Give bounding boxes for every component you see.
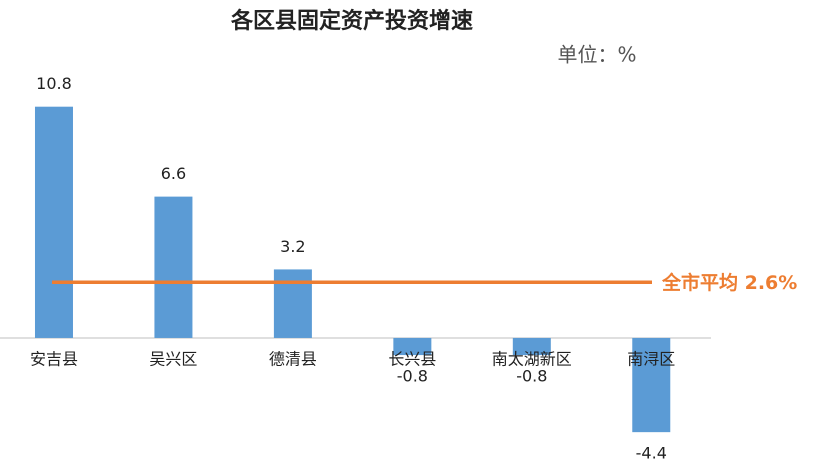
bar xyxy=(154,196,193,338)
value-label: -4.4 xyxy=(636,444,667,463)
x-tick-label: 德清县 xyxy=(269,349,317,368)
x-tick-label: 南浔区 xyxy=(627,349,675,368)
x-tick-label: 长兴县 xyxy=(388,349,436,368)
bar xyxy=(393,337,432,356)
x-tick-label: 安吉县 xyxy=(30,349,78,368)
bar xyxy=(273,269,312,338)
bar xyxy=(632,337,671,433)
bar xyxy=(34,106,73,338)
x-tick-label: 南太湖新区 xyxy=(492,349,572,368)
value-label: 6.6 xyxy=(161,164,186,183)
value-label: 3.2 xyxy=(280,237,305,256)
value-label: 10.8 xyxy=(36,74,72,93)
bar xyxy=(512,337,551,356)
unit-label: 单位：% xyxy=(557,43,636,67)
value-label: -0.8 xyxy=(397,367,428,386)
x-tick-label: 吴兴区 xyxy=(149,349,197,368)
value-label: -0.8 xyxy=(516,367,547,386)
chart-title: 各区县固定资产投资增速 xyxy=(230,8,473,34)
average-label: 全市平均 2.6% xyxy=(661,271,797,294)
